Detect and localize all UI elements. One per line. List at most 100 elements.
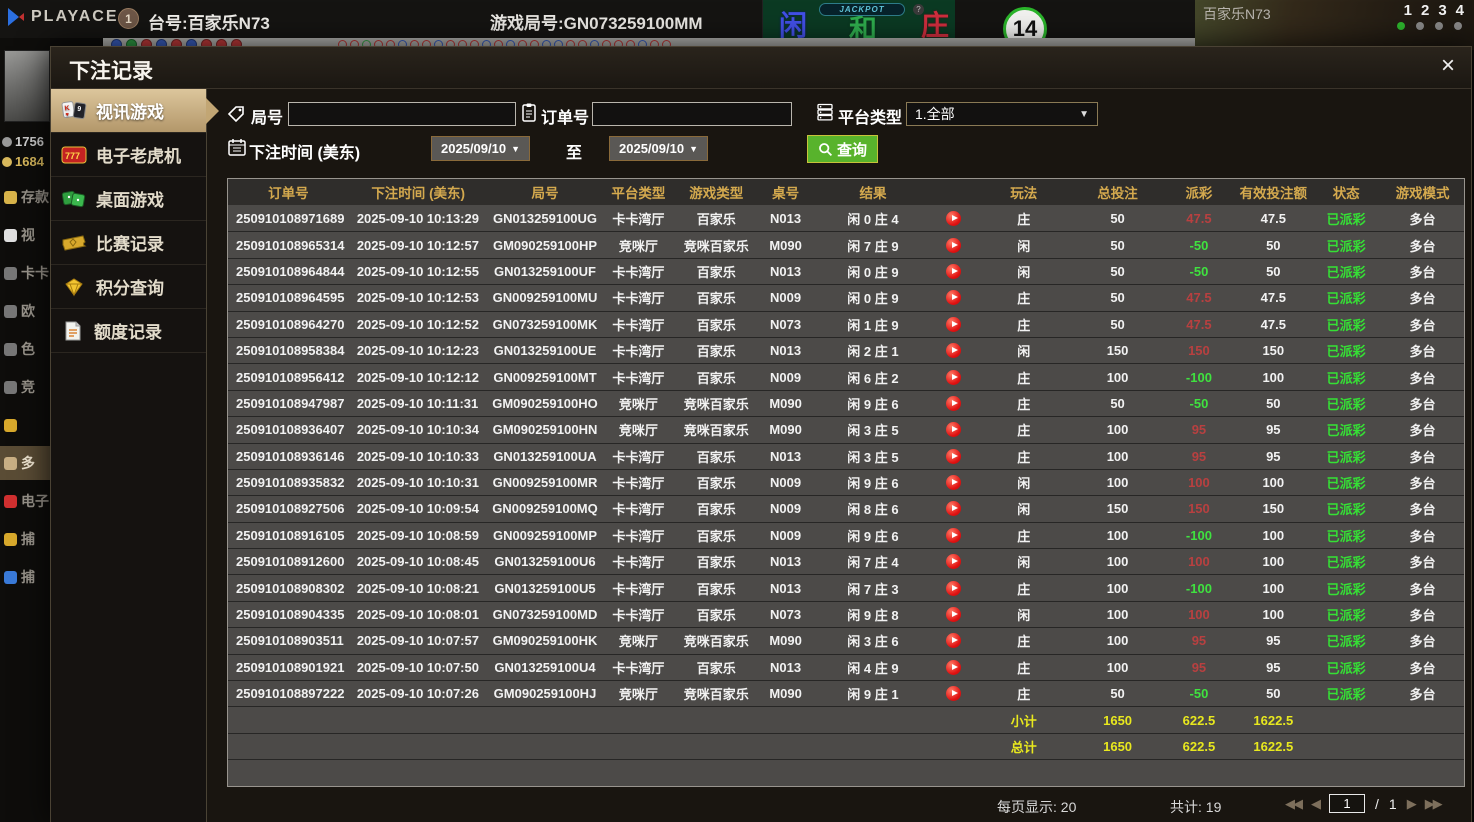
column-header: 订单号 <box>268 186 309 201</box>
column-header: 平台类型 <box>611 186 666 201</box>
play-button[interactable] <box>946 263 962 279</box>
page-input[interactable] <box>1329 794 1365 813</box>
play-button[interactable] <box>946 369 962 385</box>
round-filter-label: 局号 <box>251 110 284 127</box>
help-icon[interactable]: ? <box>913 4 924 15</box>
play-button[interactable] <box>946 475 962 491</box>
search-button[interactable]: 查询 <box>807 135 879 163</box>
camera-number[interactable]: 4 <box>1455 2 1464 19</box>
bet-player-button[interactable]: 闲 <box>779 10 808 41</box>
tag-icon <box>227 106 244 123</box>
close-icon[interactable]: × <box>1440 52 1455 79</box>
play-button[interactable] <box>946 501 962 517</box>
table-row: 250910108964844 2025-09-10 10:12:55 GN0132… <box>228 257 1464 284</box>
left-menu-item[interactable]: 多 <box>0 446 50 480</box>
menu-item-icon <box>4 342 17 356</box>
column-header <box>933 179 975 205</box>
table-row: 250910108908302 2025-09-10 10:08:21 GN0132… <box>228 574 1464 600</box>
left-menu-item[interactable]: 电子 <box>0 484 50 518</box>
play-button[interactable] <box>946 210 962 226</box>
svg-text:777: 777 <box>65 151 80 161</box>
left-menu-item[interactable] <box>0 408 50 442</box>
platform-select[interactable]: 1.全部 ▼ <box>906 102 1098 126</box>
table-number-label: 台号:百家乐N73 <box>148 14 270 33</box>
order-filter-label: 订单号 <box>541 110 590 127</box>
play-button[interactable] <box>946 290 962 306</box>
game-round-label: 游戏局号:GN073259100MM <box>490 14 703 33</box>
menu-item-icon <box>4 266 17 280</box>
total-row: 总计 1650 622.5 1622.5 <box>228 732 1464 759</box>
prev-page-icon[interactable]: ◀ <box>1311 795 1321 811</box>
menu-item-icon <box>4 190 17 204</box>
clipboard-icon <box>522 103 536 122</box>
total-count-label: 共计: 19 <box>1170 799 1222 815</box>
left-menu-item[interactable]: 存款 <box>0 180 50 214</box>
table-row: 250910108947987 2025-09-10 10:11:31 GM0902… <box>228 389 1464 416</box>
coin-icon <box>2 136 12 147</box>
last-page-icon[interactable]: ▶▶ <box>1424 795 1443 811</box>
coin-icon <box>2 156 12 167</box>
first-page-icon[interactable]: ◀◀ <box>1285 795 1303 811</box>
date-from-value: 2025/09/10 <box>441 141 507 156</box>
round-number-badge: 1 <box>118 8 139 29</box>
chevron-down-icon: ▼ <box>689 143 698 154</box>
table-row: 250910108912600 2025-09-10 10:08:45 GN0132… <box>228 548 1464 574</box>
camera-number[interactable]: 3 <box>1438 2 1447 19</box>
sidebar-item-label: 电子老虎机 <box>96 147 181 166</box>
brand-name: PLAYACE <box>31 8 119 25</box>
sidebar-item-table-games[interactable]: 桌面游戏 <box>51 177 206 221</box>
bet-banker-button[interactable]: 庄 <box>921 10 950 41</box>
play-button[interactable] <box>946 343 962 359</box>
avatar[interactable] <box>4 50 50 122</box>
left-menu-item[interactable]: 卡卡 <box>0 256 50 290</box>
date-to-picker[interactable]: 2025/09/10 ▼ <box>609 136 708 161</box>
play-button[interactable] <box>946 554 962 570</box>
sidebar-item-label: 额度记录 <box>94 323 162 342</box>
play-button[interactable] <box>946 580 962 596</box>
sidebar-item-points-query[interactable]: 积分查询 <box>51 265 206 309</box>
date-from-picker[interactable]: 2025/09/10 ▼ <box>431 136 530 161</box>
play-button[interactable] <box>946 422 962 438</box>
round-input[interactable] <box>288 102 516 126</box>
left-menu-item[interactable]: 色 <box>0 332 50 366</box>
sidebar-item-slots[interactable]: 777 电子老虎机 <box>51 133 206 177</box>
left-menu-item[interactable]: 视 <box>0 218 50 252</box>
modal-header: 下注记录 × <box>51 47 1471 89</box>
column-header: 派彩 <box>1185 186 1213 201</box>
play-button[interactable] <box>946 237 962 253</box>
left-menu-item[interactable]: 竞 <box>0 370 50 404</box>
play-button[interactable] <box>946 659 962 675</box>
order-input[interactable] <box>592 102 792 126</box>
sidebar-item-quota-records[interactable]: 额度记录 <box>51 309 206 353</box>
diamond-icon <box>65 277 83 296</box>
left-menu-item[interactable]: 欧 <box>0 294 50 328</box>
play-button[interactable] <box>946 607 962 623</box>
next-page-icon[interactable]: ▶ <box>1406 795 1417 811</box>
play-button[interactable] <box>946 686 962 702</box>
platform-select-value: 1.全部 <box>915 106 955 122</box>
table-row: 250910108971689 2025-09-10 10:13:29 GN0132… <box>236 210 1436 227</box>
camera-number[interactable]: 2 <box>1420 2 1430 19</box>
menu-item-icon <box>4 228 17 242</box>
camera-number[interactable]: 1 <box>1403 2 1412 19</box>
play-button[interactable] <box>946 527 962 543</box>
column-header: 结果 <box>859 186 887 201</box>
table-row: 250910108958384 2025-09-10 10:12:23 GN0132… <box>228 336 1464 363</box>
menu-item-icon <box>4 494 17 508</box>
table-games-icon <box>61 190 86 207</box>
sidebar-item-video-games[interactable]: K ♥ 9 视讯游戏 <box>51 89 219 133</box>
play-button[interactable] <box>946 316 962 332</box>
left-menu-item[interactable]: 捕 <box>0 560 50 594</box>
sidebar-item-match-records[interactable]: 比赛记录 <box>51 221 206 265</box>
play-button[interactable] <box>946 448 962 464</box>
left-menu-item[interactable]: 捕 <box>0 522 50 556</box>
table-row: 250910108936407 2025-09-10 10:10:34 GM0902… <box>228 416 1464 442</box>
play-button[interactable] <box>946 633 962 649</box>
table-row: 250910108964270 2025-09-10 10:12:52 GN0732… <box>228 310 1464 337</box>
table-body: 250910108971689 2025-09-10 10:13:29 GN0132… <box>228 205 1464 706</box>
column-header: 有效投注额 <box>1239 186 1308 201</box>
to-label: 至 <box>566 145 583 162</box>
play-button[interactable] <box>946 395 962 411</box>
